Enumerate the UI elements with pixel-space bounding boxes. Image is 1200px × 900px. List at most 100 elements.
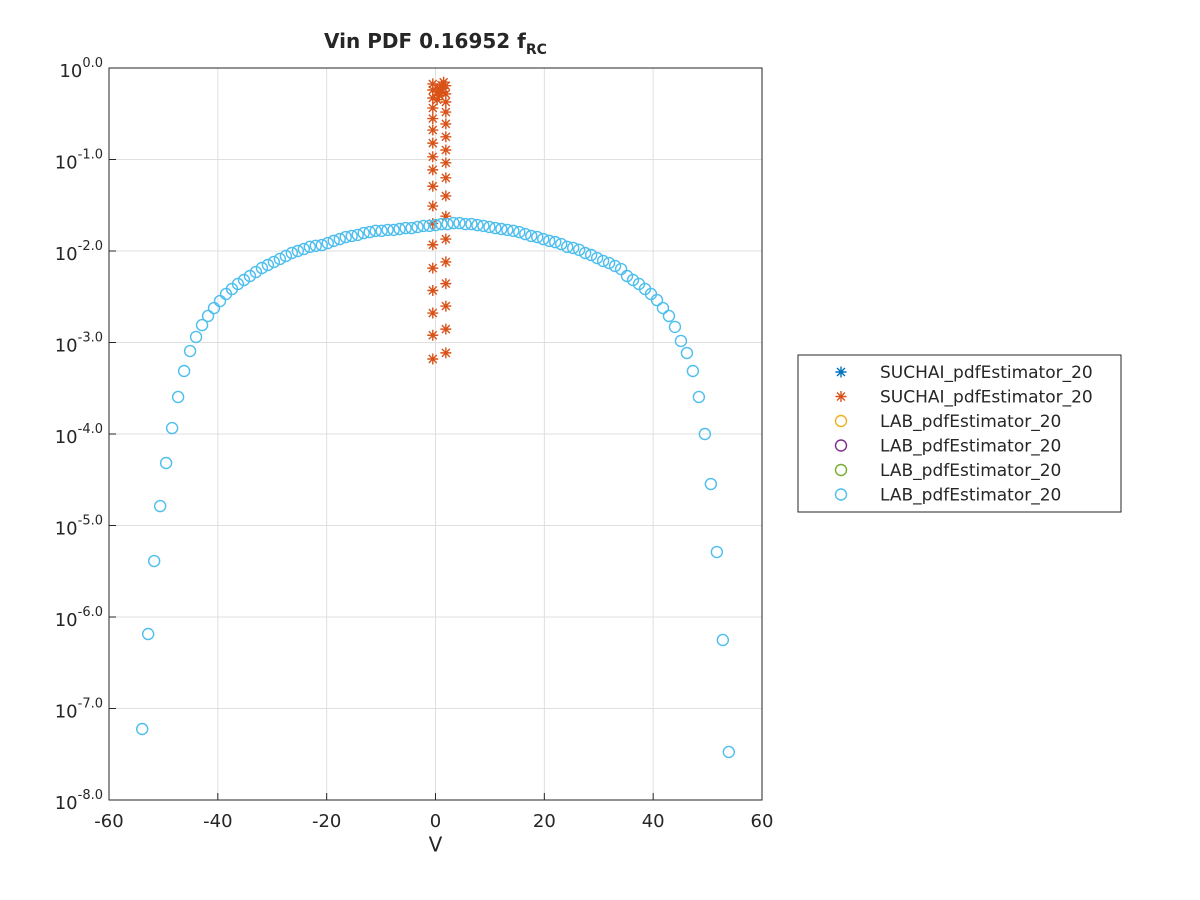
data-point (303, 240, 316, 254)
data-point (427, 113, 439, 125)
data-point (297, 242, 311, 256)
data-point (171, 390, 185, 404)
x-tick-label: -40 (203, 811, 232, 832)
x-tick-label: 0 (430, 811, 441, 832)
x-tick-label: 20 (533, 811, 556, 832)
data-point (566, 241, 580, 255)
data-point (177, 364, 191, 378)
data-point (363, 225, 376, 239)
data-point (440, 131, 452, 143)
y-tick-label: 10-5.0 (55, 513, 103, 540)
y-tick-label: 100.0 (59, 56, 103, 83)
y-tick-label: 10-6.0 (55, 605, 103, 632)
data-point (183, 344, 197, 358)
data-point (471, 218, 484, 232)
data-point (375, 224, 388, 238)
data-point (427, 92, 439, 104)
data-point (650, 293, 664, 307)
data-point (427, 200, 439, 212)
data-point (578, 246, 592, 260)
data-point (447, 216, 460, 230)
data-point (692, 390, 706, 404)
legend-marker (834, 463, 848, 477)
data-point (519, 227, 532, 241)
legend-label: LAB_pdfEstimator_20 (880, 412, 1061, 432)
data-point (440, 323, 452, 335)
data-point (513, 225, 526, 239)
legend-label: SUCHAI_pdfEstimator_20 (880, 363, 1093, 383)
data-point (440, 144, 452, 156)
data-point (429, 218, 442, 232)
data-point (357, 226, 370, 240)
y-tick-label: 10-1.0 (55, 147, 103, 174)
data-point (431, 94, 443, 106)
data-point (255, 261, 269, 275)
data-point (440, 157, 452, 169)
data-point (438, 76, 450, 88)
data-point (465, 217, 478, 231)
data-point (662, 309, 676, 323)
data-point (710, 545, 724, 559)
data-point (405, 221, 418, 235)
data-point (423, 219, 436, 233)
data-point (417, 219, 430, 233)
data-point (393, 222, 406, 236)
data-point (427, 151, 439, 163)
data-point (435, 217, 448, 231)
data-point (440, 233, 452, 245)
data-point (321, 236, 334, 250)
data-point (716, 633, 730, 647)
data-point (489, 221, 502, 235)
data-point (440, 88, 452, 100)
data-point (189, 330, 203, 344)
data-point (201, 309, 215, 323)
y-tick-label: 10-7.0 (55, 696, 103, 723)
data-point (674, 334, 688, 348)
data-point (369, 224, 382, 238)
data-point (195, 318, 209, 332)
data-point (315, 238, 328, 252)
data-point (435, 86, 447, 98)
data-point (427, 137, 439, 149)
data-point (427, 84, 439, 96)
data-point (477, 219, 490, 233)
data-point (291, 244, 305, 258)
data-point (141, 627, 155, 641)
data-point (549, 235, 562, 249)
data-point (596, 254, 610, 268)
data-point (459, 217, 472, 231)
data-point (495, 222, 508, 236)
data-point (387, 223, 400, 237)
data-point (440, 118, 452, 130)
data-point (656, 301, 670, 315)
data-point (590, 251, 604, 265)
data-point (704, 477, 718, 491)
data-point (427, 307, 439, 319)
data-point (441, 217, 454, 231)
data-point (351, 228, 364, 242)
legend-marker (835, 366, 847, 378)
data-point (440, 106, 452, 118)
x-axis-label: V (429, 833, 443, 857)
x-tick-label: 40 (642, 811, 665, 832)
data-point (440, 210, 452, 222)
legend-label: LAB_pdfEstimator_20 (880, 437, 1061, 457)
data-point (440, 278, 452, 290)
data-point (309, 239, 322, 252)
data-point (543, 234, 556, 248)
data-point (285, 246, 299, 260)
legend-marker (834, 488, 848, 501)
data-point (438, 82, 450, 94)
data-point (159, 456, 173, 470)
data-point (165, 421, 179, 435)
data-point (686, 364, 700, 378)
data-point (427, 353, 439, 365)
data-point (411, 220, 424, 234)
y-tick-label: 10-2.0 (55, 239, 103, 266)
y-tick-label: 10-8.0 (55, 788, 103, 815)
data-point (427, 124, 439, 136)
x-tick-label: 60 (751, 811, 774, 832)
data-point (531, 230, 544, 244)
data-point (427, 329, 439, 341)
data-point (698, 427, 712, 441)
